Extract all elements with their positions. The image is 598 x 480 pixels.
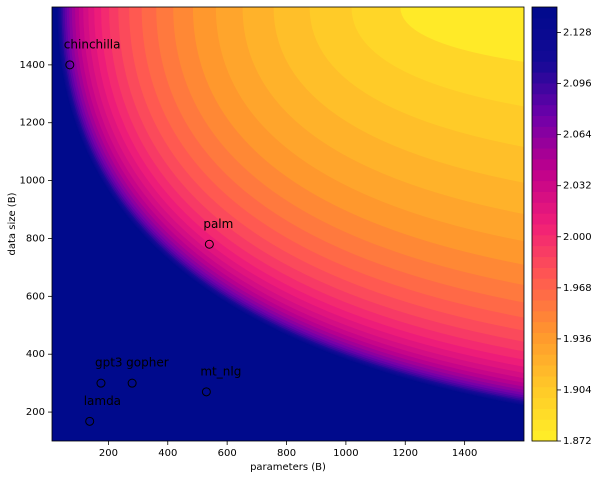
colorbar-band	[532, 375, 557, 388]
colorbar-band	[532, 397, 557, 409]
point	[65, 60, 75, 70]
colorbar-band	[532, 61, 557, 73]
colorbar-frame	[531, 6, 558, 442]
colorbar-tick-label: 1.904	[563, 385, 592, 396]
y-tick-label: 1400	[20, 60, 45, 71]
colorbar-band	[532, 234, 557, 247]
colorbar-band	[532, 299, 557, 312]
contour-field	[52, 7, 524, 441]
x-tick-label: 200	[99, 448, 118, 459]
colorbar-band	[532, 278, 557, 290]
colorbar-band	[532, 224, 557, 236]
y-tick-label: 1200	[20, 118, 45, 129]
x-tick-label: 1200	[393, 448, 418, 459]
colorbar-tick-label: 2.064	[563, 130, 592, 141]
colorbar-band	[532, 158, 557, 171]
point-label: mt_nlg	[200, 364, 241, 378]
colorbar-tick-label: 2.032	[563, 181, 592, 192]
colorbar-tick-label: 1.936	[563, 334, 592, 345]
colorbar-band	[532, 245, 557, 258]
colorbar-band	[532, 332, 557, 344]
colorbar-band	[532, 386, 557, 399]
plot-frame	[51, 6, 525, 442]
colorbar-band	[532, 82, 557, 95]
y-axis-label: data size (B)	[7, 192, 18, 255]
colorbar-band	[532, 115, 557, 127]
x-tick-label: 800	[277, 448, 296, 459]
x-axis-label: parameters (B)	[250, 462, 326, 473]
colorbar-band	[532, 321, 557, 333]
colorbar-band	[532, 104, 557, 116]
x-tick-label: 1400	[452, 448, 477, 459]
point-label: gopher	[126, 356, 169, 370]
point-label: gpt3	[95, 356, 123, 370]
colorbar-band	[532, 126, 557, 138]
colorbar-band	[532, 39, 557, 51]
colorbar-band	[532, 191, 557, 203]
colorbar-band	[532, 180, 557, 192]
colorbar-band	[532, 343, 557, 355]
colorbar-band	[532, 408, 557, 420]
colorbar-band	[532, 365, 557, 377]
colorbar-band	[532, 17, 557, 30]
colorbar: 1.872 1.904 1.936 1.968 2.000 2.032 2.064 2.096…	[531, 6, 592, 447]
y-tick-label: 600	[26, 291, 45, 302]
y-tick-label: 200	[26, 407, 45, 418]
point-label: chinchilla	[64, 37, 121, 51]
point-label: palm	[203, 217, 233, 231]
colorbar-band	[532, 267, 557, 279]
y-tick-label: 400	[26, 349, 45, 360]
colorbar-tick-label: 1.968	[563, 283, 592, 294]
colorbar-band	[532, 256, 557, 268]
colorbar-band	[532, 50, 557, 62]
colorbar-band	[532, 169, 557, 182]
colorbar-band	[532, 213, 557, 225]
colorbar-band	[532, 310, 557, 323]
y-tick-label: 1000	[20, 176, 45, 187]
colorbar-band	[532, 419, 557, 431]
x-tick-label: 1000	[333, 448, 358, 459]
y-tick-label: 800	[26, 233, 45, 244]
colorbar-band	[532, 289, 557, 301]
colorbar-band	[532, 72, 557, 84]
colorbar-band	[532, 7, 557, 19]
point	[85, 416, 95, 426]
point	[201, 387, 211, 397]
colorbar-band	[532, 28, 557, 41]
colorbar-tick-label: 2.000	[563, 232, 592, 243]
point	[204, 239, 214, 249]
contour-band	[52, 7, 524, 441]
colorbar-tick-label: 2.096	[563, 79, 592, 90]
point	[127, 378, 137, 388]
colorbar-tick-label: 1.872	[563, 436, 592, 447]
x-tick-label: 600	[218, 448, 237, 459]
point	[96, 378, 106, 388]
colorbar-band	[532, 430, 557, 442]
colorbar-tick-label: 2.128	[563, 28, 592, 39]
colorbar-band	[532, 354, 557, 366]
colorbar-band	[532, 148, 557, 160]
x-tick-label: 400	[158, 448, 177, 459]
colorbar-band	[532, 137, 557, 149]
colorbar-band	[532, 202, 557, 214]
point-label: lamda	[84, 394, 121, 408]
colorbar-band	[532, 93, 557, 106]
